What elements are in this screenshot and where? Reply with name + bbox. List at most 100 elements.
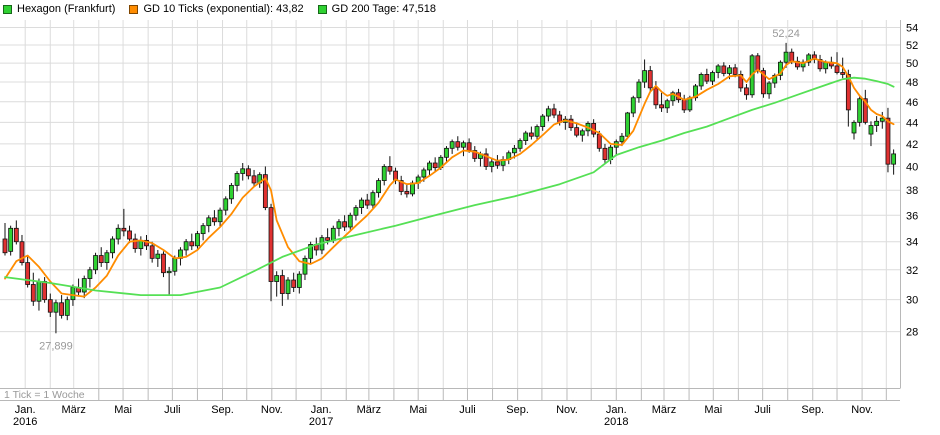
candle — [381, 164, 387, 186]
y-tick-label: 30 — [906, 295, 918, 307]
candle — [347, 212, 353, 230]
candle — [104, 249, 110, 270]
candle — [127, 225, 132, 244]
x-month-label: Nov. — [261, 404, 283, 416]
candle — [25, 255, 31, 288]
candle — [795, 56, 800, 70]
candle — [817, 54, 823, 72]
chart-legend: Hexagon (Frankfurt) GD 10 Ticks (exponen… — [3, 3, 450, 15]
candle — [313, 237, 319, 256]
y-tick-label: 50 — [906, 58, 918, 70]
candle — [778, 60, 783, 81]
candle — [178, 247, 183, 266]
candle — [613, 139, 619, 156]
candle — [766, 81, 772, 99]
candle — [404, 184, 410, 198]
y-tick-label: 48 — [906, 77, 918, 89]
y-tick-label: 54 — [906, 23, 918, 35]
candle — [183, 239, 189, 256]
candle — [500, 156, 506, 172]
candle — [155, 249, 161, 267]
y-tick-label: 38 — [906, 185, 918, 197]
candle — [223, 196, 229, 216]
candle — [302, 255, 308, 281]
y-tick-label: 32 — [906, 265, 918, 277]
x-month-label: Sep. — [801, 404, 824, 416]
candle — [495, 155, 500, 169]
x-month-label: Mai — [114, 404, 132, 416]
candle — [704, 68, 710, 84]
candle — [387, 156, 393, 175]
tick-unit-label: 1 Tick = 1 Woche — [4, 389, 85, 401]
x-month-label: Nov. — [851, 404, 873, 416]
candle — [64, 296, 70, 321]
candle — [681, 94, 687, 113]
candle — [161, 251, 166, 278]
candle — [2, 223, 8, 256]
candle — [19, 234, 25, 266]
candle — [715, 64, 721, 79]
candle — [874, 116, 880, 132]
x-month-label: Mai — [409, 404, 427, 416]
candle — [857, 95, 863, 127]
candle — [200, 223, 206, 241]
x-month-label: März — [357, 404, 381, 416]
candle — [642, 59, 647, 88]
x-month-label: Jan. — [311, 404, 332, 416]
candle — [376, 178, 381, 198]
candle — [851, 120, 857, 140]
candle — [761, 67, 766, 98]
candle — [472, 146, 478, 162]
candle — [427, 160, 432, 176]
candle — [364, 193, 370, 209]
candle — [534, 124, 540, 141]
candle — [806, 53, 812, 66]
candle — [568, 115, 574, 131]
candle — [551, 103, 557, 119]
candle — [602, 143, 608, 164]
candle — [449, 139, 455, 154]
candle — [262, 166, 268, 211]
y-tick-label: 42 — [906, 139, 918, 151]
candle — [517, 138, 523, 152]
x-year-label: 2017 — [309, 416, 333, 428]
candle — [285, 277, 291, 300]
candle — [862, 89, 868, 125]
candle — [319, 234, 325, 255]
candle — [698, 72, 704, 90]
x-month-label: Sep. — [506, 404, 529, 416]
y-tick-label: 52 — [906, 40, 918, 52]
candle — [195, 230, 200, 249]
x-month-label: Jan. — [15, 404, 36, 416]
legend-item-gd10: GD 10 Ticks (exponential): 43,82 — [129, 3, 304, 15]
candle — [483, 148, 489, 170]
candle — [461, 140, 466, 157]
candle — [342, 215, 348, 231]
legend-gd200-label: GD 200 Tage: 47,518 — [331, 3, 437, 15]
candle — [353, 205, 359, 221]
candle — [432, 157, 438, 172]
legend-item-instrument: Hexagon (Frankfurt) — [3, 3, 115, 15]
candle — [132, 233, 138, 253]
y-tick-label: 46 — [906, 97, 918, 109]
candle — [98, 247, 104, 267]
candle — [336, 219, 342, 237]
candle — [455, 136, 461, 151]
candle — [8, 225, 14, 256]
candle — [579, 128, 585, 142]
candle — [359, 197, 364, 214]
candle — [693, 83, 698, 101]
candle — [257, 172, 263, 188]
candle — [228, 182, 234, 204]
gd200-line — [4, 76, 895, 296]
x-year-label: 2018 — [604, 416, 628, 428]
x-month-label: Jan. — [606, 404, 627, 416]
candle — [240, 163, 246, 181]
candle — [291, 272, 297, 293]
y-tick-label: 36 — [906, 210, 918, 222]
candle — [296, 271, 302, 294]
candle — [545, 105, 551, 122]
legend-item-gd200: GD 200 Tage: 47,518 — [317, 3, 437, 15]
